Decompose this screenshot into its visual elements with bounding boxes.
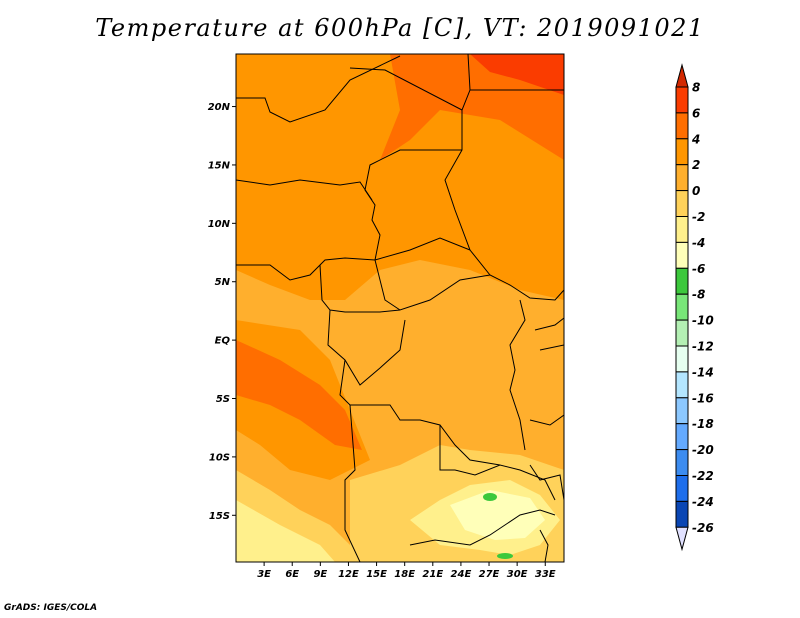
colorbar-swatch	[675, 293, 689, 321]
lat-tick-label: 15N	[208, 160, 231, 171]
lon-tick-label: 3E	[257, 569, 271, 580]
colorbar-label: -26	[692, 521, 714, 535]
colorbar-label: -4	[692, 236, 705, 250]
colorbar-label: -8	[692, 288, 705, 302]
colorbar-label: 0	[692, 184, 700, 198]
colorbar-label: -10	[692, 314, 714, 328]
colorbar-swatch	[675, 475, 689, 502]
colorbar-bottom-arrow	[675, 526, 689, 552]
colorbar-swatch	[675, 164, 689, 192]
lat-tick-label: 15S	[209, 511, 230, 522]
colorbar-label: -18	[692, 417, 714, 431]
colorbar-swatch	[675, 371, 689, 399]
colorbar: 8 6 4 2 0 -2 -4 -6 -8 -10 -12 -14 -16 -18 -20 -22 -24 -26	[675, 63, 714, 552]
colorbar-label: 6	[692, 106, 700, 120]
region-southwest-coast	[236, 500, 335, 562]
region-green-spot-2	[497, 553, 513, 559]
country-borders	[236, 54, 564, 562]
lat-tick-label: EQ	[215, 336, 231, 347]
lon-tick-label: 33E	[535, 569, 556, 580]
lat-tick-label: 20N	[208, 102, 231, 113]
temperature-field	[236, 54, 564, 562]
colorbar-top-arrow	[675, 63, 689, 88]
colorbar-label: 4	[691, 132, 700, 146]
colorbar-label: -14	[692, 365, 714, 379]
colorbar-label: -2	[692, 210, 705, 224]
region-northeast-hot	[380, 54, 564, 160]
lat-tick-label: 5N	[215, 277, 231, 288]
colorbar-swatch	[675, 397, 689, 425]
region-zambia-cold	[450, 490, 545, 540]
latitude-axis: 20N 15N 10N 5N EQ 5S 10S 15S	[208, 102, 236, 522]
lon-tick-label: 12E	[338, 569, 359, 580]
colorbar-swatch	[675, 190, 689, 218]
region-green-spot-1	[483, 493, 497, 501]
colorbar-label: -22	[692, 469, 714, 483]
colorbar-swatch	[675, 112, 689, 140]
region-northeast-corner	[470, 54, 564, 95]
region-atlantic-hot-band	[236, 340, 362, 450]
lon-tick-label: 18E	[394, 569, 415, 580]
colorbar-swatch	[675, 423, 689, 451]
lon-tick-label: 21E	[422, 569, 443, 580]
colorbar-label: -16	[692, 391, 714, 405]
lat-tick-label: 10S	[209, 452, 230, 463]
colorbar-swatch	[675, 216, 689, 243]
lon-tick-label: 9E	[313, 569, 327, 580]
map-frame	[235, 53, 565, 563]
lon-tick-label: 6E	[285, 569, 299, 580]
colorbar-label: 8	[692, 81, 700, 95]
colorbar-swatch	[675, 267, 689, 295]
colorbar-swatch	[675, 449, 689, 477]
colorbar-swatch	[675, 345, 689, 373]
grads-credit: GrADS: IGES/COLA	[4, 603, 98, 613]
lon-tick-label: 24E	[451, 569, 472, 580]
colorbar-label: -6	[692, 262, 705, 276]
chart-title: Temperature at 600hPa [C], VT: 201909102…	[95, 14, 705, 42]
colorbar-swatch	[675, 319, 689, 347]
lon-tick-label: 15E	[366, 569, 387, 580]
colorbar-label: -20	[692, 443, 714, 457]
lat-tick-label: 5S	[216, 394, 230, 405]
colorbar-label: -24	[692, 495, 714, 509]
colorbar-swatch	[675, 86, 689, 114]
colorbar-swatch	[675, 500, 689, 528]
colorbar-swatch	[675, 241, 689, 269]
lon-tick-label: 27E	[479, 569, 500, 580]
lat-tick-label: 10N	[208, 219, 231, 230]
longitude-axis: 3E 6E 9E 12E 15E 18E 21E 24E 27E 30E 33E	[257, 562, 556, 580]
lon-tick-label: 30E	[507, 569, 528, 580]
colorbar-label: -12	[692, 340, 714, 354]
colorbar-swatch	[675, 138, 689, 166]
colorbar-label: 2	[692, 158, 700, 172]
